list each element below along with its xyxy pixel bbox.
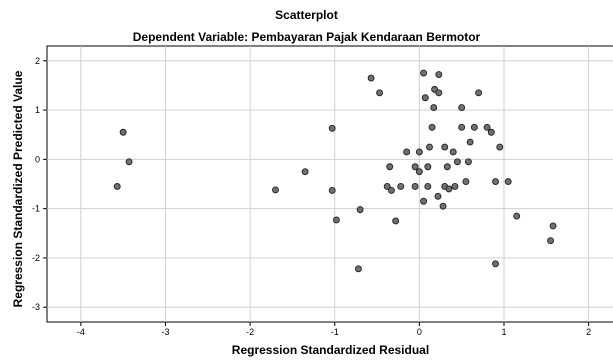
data-point (441, 143, 449, 151)
y-tick-label: 2 (35, 56, 40, 66)
x-tick-label: 0 (417, 327, 422, 337)
data-point (392, 217, 400, 225)
data-point (434, 192, 442, 200)
chart-subtitle: Dependent Variable: Pembayaran Pajak Ken… (132, 30, 481, 44)
data-point (492, 260, 499, 268)
data-point (462, 178, 470, 185)
data-point (356, 206, 364, 214)
data-points (113, 69, 557, 273)
data-point (458, 104, 466, 112)
data-point (483, 123, 491, 131)
x-axis-label: Regression Standardized Residual (231, 343, 430, 357)
x-tick-label: -3 (161, 327, 169, 337)
data-point (451, 183, 459, 190)
data-point (420, 197, 428, 205)
data-point (328, 124, 336, 132)
data-point (439, 202, 447, 210)
data-point (415, 168, 423, 176)
data-point (272, 186, 279, 194)
data-point (428, 123, 436, 131)
data-point (301, 168, 309, 176)
data-point (367, 74, 375, 82)
axis-ticks: -4 -3 -2 -1 0 1 2 2 1 0 -1 -2 -3 (32, 56, 591, 337)
data-point (383, 183, 391, 190)
data-point (443, 163, 451, 171)
data-point (496, 143, 504, 151)
data-point (125, 158, 133, 166)
data-point (328, 186, 336, 194)
data-point (470, 123, 478, 131)
data-point (397, 183, 405, 190)
data-point (424, 163, 432, 171)
data-point (492, 178, 499, 185)
data-point (424, 183, 432, 190)
y-tick-label: 0 (35, 154, 40, 164)
data-point (415, 148, 423, 156)
data-point (386, 163, 394, 171)
data-point (420, 69, 428, 77)
x-tick-label: -4 (77, 327, 85, 337)
y-tick-label: -2 (32, 253, 40, 263)
data-point (430, 104, 438, 112)
data-point (119, 128, 127, 136)
x-tick-label: -2 (246, 327, 254, 337)
x-tick-label: -1 (331, 327, 339, 337)
data-point (449, 148, 457, 156)
data-point (354, 265, 362, 273)
data-point (487, 128, 495, 136)
data-point (513, 212, 521, 220)
data-point (387, 186, 395, 194)
data-point (475, 89, 483, 97)
data-point (411, 183, 419, 190)
y-tick-label: 1 (35, 105, 40, 115)
data-point (453, 158, 461, 166)
x-tick-label: 2 (586, 327, 591, 337)
y-axis-label: Regression Standardized Predicted Value (11, 70, 25, 308)
data-point (411, 163, 419, 171)
data-point (426, 143, 433, 151)
data-point (504, 178, 512, 185)
plot-area (46, 45, 613, 323)
data-point (464, 158, 472, 166)
data-point (466, 138, 474, 146)
data-point (445, 185, 453, 193)
y-tick-label: -3 (32, 302, 40, 312)
y-tick-label: -1 (32, 204, 40, 214)
data-point (403, 148, 411, 156)
gridlines (47, 46, 613, 322)
data-point (376, 89, 384, 97)
data-point (435, 71, 443, 79)
data-point (421, 94, 429, 102)
data-point (549, 222, 557, 230)
data-point (332, 216, 340, 224)
data-point (113, 183, 121, 190)
chart-title: Scatterplot (275, 8, 338, 22)
x-tick-label: 1 (501, 327, 506, 337)
data-point (547, 237, 554, 245)
data-point (435, 89, 443, 97)
data-point (458, 123, 466, 131)
